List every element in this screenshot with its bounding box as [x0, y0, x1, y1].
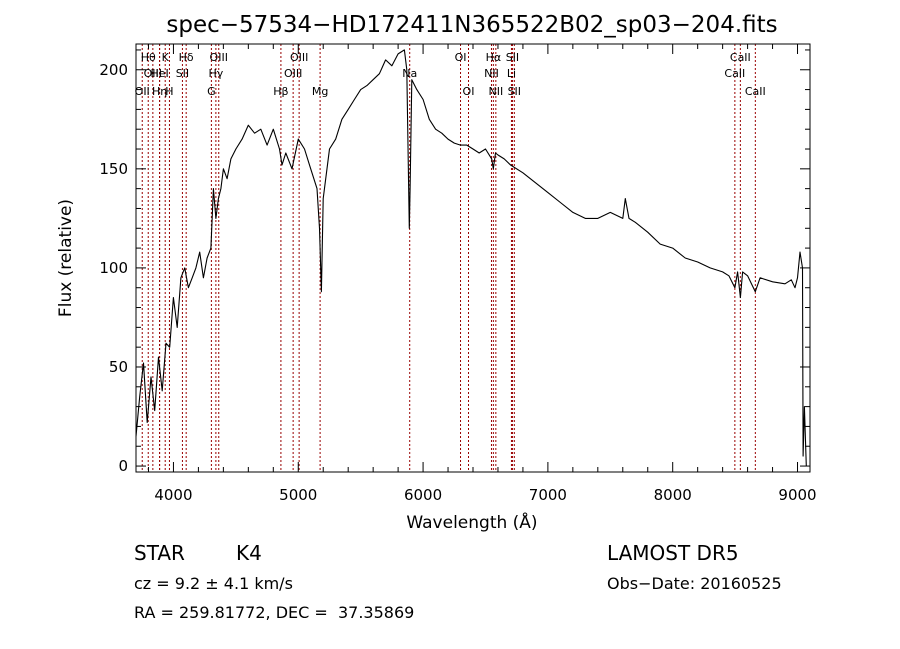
line-label-7: SII [176, 67, 189, 80]
coordinates: RA = 259.81772, DEC = 37.35869 [134, 603, 415, 622]
line-label-12: Hβ [273, 85, 288, 98]
spectrum-line [135, 49, 807, 467]
x-axis-ticks: 4000 5000 6000 7000 8000 9000 [147, 44, 817, 504]
line-label-24: SII [508, 85, 521, 98]
line-label-20: Hα [486, 51, 502, 64]
line-label-13: OIII [284, 67, 302, 80]
spectral-subclass: K4 [236, 541, 262, 565]
line-label-17: OI [455, 51, 467, 64]
line-label-10: Hγ [208, 67, 223, 80]
line-label-4: Hη [152, 85, 167, 98]
plot-frame [135, 43, 811, 473]
line-label-19: NII [484, 67, 499, 80]
line-label-14: OIII [290, 51, 308, 64]
y-tick-label-1: 50 [109, 358, 128, 376]
chart-title: spec−57534−HD172411N365522B02_sp03−204.f… [166, 12, 777, 38]
line-label-3: HeI [150, 67, 168, 80]
line-label-1: Hθ [141, 51, 156, 64]
survey-name: LAMOST DR5 [607, 541, 739, 565]
x-tick-label-1: 5000 [279, 486, 317, 504]
line-label-18: OI [463, 85, 475, 98]
observation-date: Obs−Date: 20160525 [607, 574, 782, 593]
spectral-line-markers [141, 44, 756, 472]
line-label-26: CaII [730, 51, 751, 64]
line-label-8: Hδ [179, 51, 194, 64]
line-label-25: CaII [724, 67, 745, 80]
y-tick-label-2: 100 [99, 259, 128, 277]
x-tick-label-3: 7000 [529, 486, 567, 504]
line-label-2: OIII [144, 67, 162, 80]
line-label-27: CaII [745, 85, 766, 98]
line-label-16: Na [402, 67, 417, 80]
line-label-22: Li [507, 67, 516, 80]
line-label-9: G [207, 85, 216, 98]
redshift-cz: cz = 9.2 ± 4.1 km/s [134, 574, 293, 593]
x-tick-label-4: 8000 [654, 486, 692, 504]
x-axis-label: Wavelength (Å) [406, 511, 537, 533]
y-axis-ticks: 0 50 100 150 200 [99, 49, 810, 475]
line-label-5: K [162, 51, 170, 64]
x-tick-label-5: 9000 [778, 486, 816, 504]
line-label-21: NII [488, 85, 503, 98]
y-axis-label: Flux (relative) [56, 199, 76, 317]
y-tick-label-3: 150 [99, 160, 128, 178]
y-tick-label-0: 0 [118, 457, 128, 475]
object-class: STAR [134, 541, 185, 565]
y-tick-label-4: 200 [99, 61, 128, 79]
line-label-6: H [165, 85, 173, 98]
line-label-11: OIII [210, 51, 228, 64]
line-label-23: SII [506, 51, 519, 64]
x-tick-label-0: 4000 [154, 486, 192, 504]
spectral-line-labels: OIIHθOIIIHeIHηKHSIIHδGHγOIIIHβOIIIOIIIMg… [135, 51, 766, 98]
x-tick-label-2: 6000 [404, 486, 442, 504]
line-label-0: OII [135, 85, 150, 98]
line-label-15: Mg [312, 85, 328, 98]
